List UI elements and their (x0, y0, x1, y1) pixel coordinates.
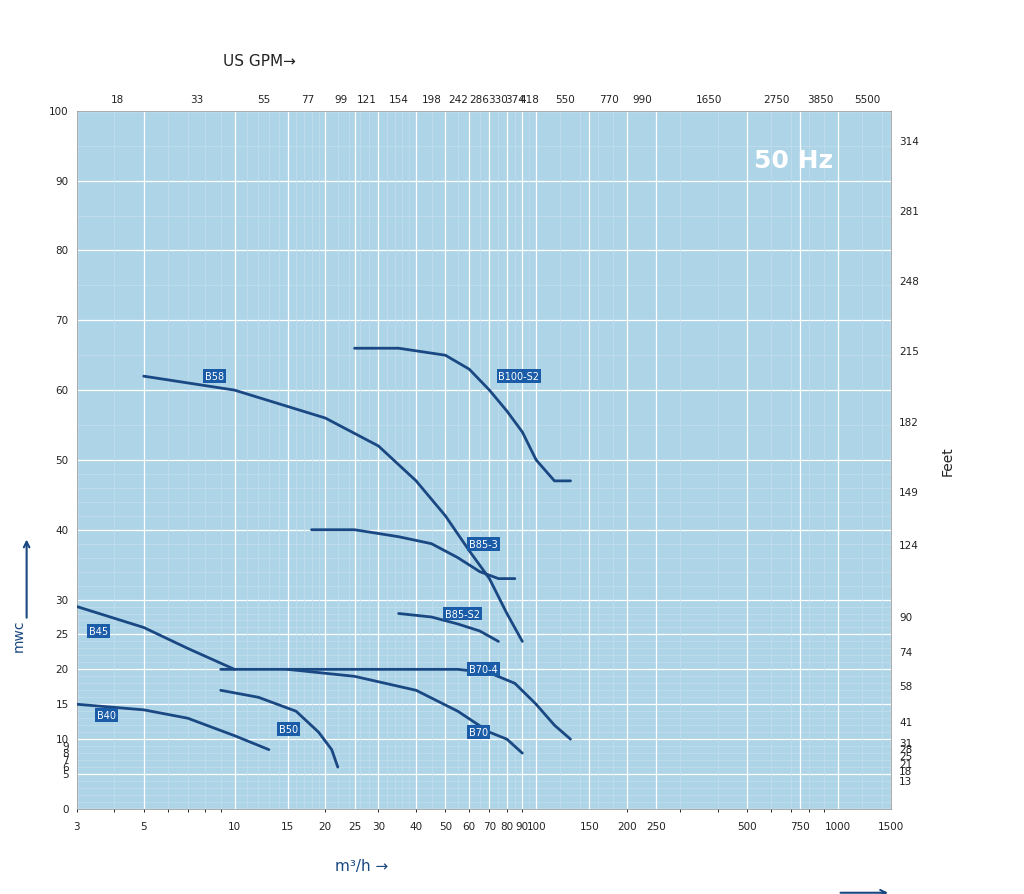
Text: 90: 90 (899, 612, 912, 623)
Text: 58: 58 (899, 681, 912, 691)
Text: 750: 750 (791, 821, 810, 831)
Text: 99: 99 (334, 95, 347, 105)
Text: 100: 100 (49, 106, 69, 117)
Text: 6: 6 (62, 763, 69, 772)
Text: 25: 25 (348, 821, 361, 831)
Text: 20: 20 (318, 821, 332, 831)
Text: 10: 10 (228, 821, 241, 831)
Text: 28: 28 (899, 745, 912, 755)
Text: 1500: 1500 (878, 821, 904, 831)
Text: 33: 33 (190, 95, 204, 105)
Text: 242: 242 (447, 95, 468, 105)
Text: B50: B50 (279, 724, 298, 734)
Text: 25: 25 (55, 629, 69, 640)
Text: 3850: 3850 (807, 95, 834, 105)
Text: 124: 124 (899, 541, 919, 551)
Text: 15: 15 (55, 699, 69, 710)
Text: 60: 60 (463, 821, 476, 831)
Text: 41: 41 (899, 717, 912, 727)
Text: 50: 50 (55, 455, 69, 466)
Text: 281: 281 (899, 207, 919, 217)
Text: 121: 121 (357, 95, 377, 105)
Text: B100-S2: B100-S2 (499, 372, 540, 382)
Text: 1650: 1650 (696, 95, 722, 105)
Text: 248: 248 (899, 277, 919, 287)
Text: 100: 100 (526, 821, 546, 831)
Text: 90: 90 (55, 176, 69, 187)
Text: B85-3: B85-3 (469, 539, 498, 549)
Text: 80: 80 (501, 821, 513, 831)
Text: 150: 150 (580, 821, 599, 831)
Text: 30: 30 (55, 595, 69, 605)
Text: US GPM→: US GPM→ (223, 54, 296, 69)
Text: 5: 5 (62, 769, 69, 780)
Text: 8: 8 (62, 748, 69, 758)
Text: 80: 80 (55, 246, 69, 257)
Text: 990: 990 (633, 95, 652, 105)
Text: 20: 20 (55, 664, 69, 675)
Text: 31: 31 (899, 738, 912, 748)
Text: B58: B58 (205, 372, 224, 382)
Text: 5500: 5500 (854, 95, 880, 105)
Text: B45: B45 (89, 627, 109, 637)
Text: 70: 70 (483, 821, 496, 831)
Text: 40: 40 (410, 821, 423, 831)
Text: 198: 198 (422, 95, 441, 105)
Text: 182: 182 (899, 417, 919, 427)
Text: 50 Hz: 50 Hz (754, 148, 833, 173)
Text: 154: 154 (388, 95, 409, 105)
Text: 10: 10 (55, 734, 69, 745)
Text: 5: 5 (140, 821, 147, 831)
Text: 374: 374 (505, 95, 524, 105)
Text: 50: 50 (438, 821, 452, 831)
Text: m³/h →: m³/h → (335, 858, 388, 873)
Text: 60: 60 (55, 385, 69, 396)
Text: 7: 7 (62, 755, 69, 765)
Text: 550: 550 (555, 95, 575, 105)
Text: B70: B70 (469, 728, 488, 738)
Text: 418: 418 (519, 95, 540, 105)
Text: 90: 90 (516, 821, 529, 831)
Text: 2750: 2750 (763, 95, 790, 105)
Text: 70: 70 (55, 316, 69, 326)
Text: B40: B40 (97, 710, 116, 720)
Text: 77: 77 (301, 95, 314, 105)
Text: 770: 770 (599, 95, 620, 105)
Text: B85-S2: B85-S2 (445, 609, 480, 619)
Text: 74: 74 (899, 646, 912, 657)
Text: 55: 55 (257, 95, 270, 105)
Text: 200: 200 (617, 821, 637, 831)
Text: 1000: 1000 (824, 821, 851, 831)
Text: 30: 30 (372, 821, 385, 831)
Text: 25: 25 (899, 751, 912, 761)
Text: 21: 21 (899, 759, 912, 770)
Text: 330: 330 (488, 95, 508, 105)
Text: 18: 18 (111, 95, 124, 105)
Text: 3: 3 (74, 821, 80, 831)
Text: 286: 286 (470, 95, 489, 105)
Text: B70-4: B70-4 (469, 664, 498, 675)
Text: 500: 500 (737, 821, 757, 831)
Text: 149: 149 (899, 487, 919, 497)
Text: 250: 250 (646, 821, 666, 831)
Text: 18: 18 (899, 766, 912, 776)
Text: mwc: mwc (11, 619, 26, 651)
Text: 215: 215 (899, 347, 919, 357)
Text: 13: 13 (899, 777, 912, 787)
Text: 15: 15 (281, 821, 294, 831)
Text: 9: 9 (62, 741, 69, 751)
Text: 40: 40 (55, 525, 69, 536)
Text: 0: 0 (62, 804, 69, 814)
Text: 314: 314 (899, 137, 919, 147)
Text: Feet: Feet (940, 445, 954, 476)
